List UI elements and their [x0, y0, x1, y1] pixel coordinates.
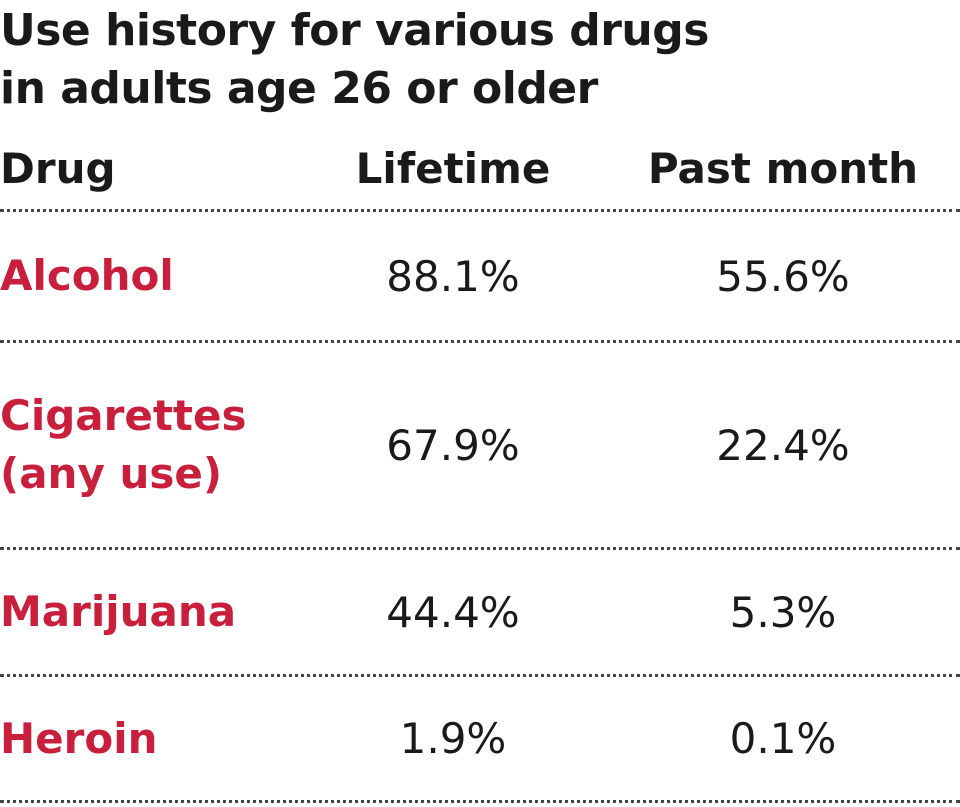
value-cell: 22.4% [716, 420, 850, 470]
title-line: in adults age 26 or older [0, 63, 598, 114]
title-line: Use history for various drugs [0, 5, 709, 56]
value-cell: 88.1% [386, 251, 520, 301]
table-header: Drug Lifetime Past month [0, 120, 960, 212]
table-row: Marijuana 44.4% 5.3% [0, 550, 960, 677]
drug-name: Alcohol [0, 251, 174, 300]
table-row: Heroin 1.9% 0.1% [0, 677, 960, 803]
value-cell: 67.9% [386, 420, 520, 470]
value-cell: 55.6% [716, 251, 850, 301]
title: Use history for various drugs in adults … [0, 0, 960, 120]
table-row: Alcohol 88.1% 55.6% [0, 212, 960, 343]
drug-name: Cigarettes (any use) [0, 391, 247, 498]
value-cell: 0.1% [729, 714, 837, 763]
value-cell: 44.4% [386, 587, 520, 637]
value-cell: 5.3% [729, 587, 837, 637]
header-cell: Lifetime [355, 144, 551, 193]
table-row: Cigarettes (any use) 67.9% 22.4% [0, 343, 960, 550]
value-cell: 1.9% [399, 714, 507, 763]
header-cell: Past month [647, 144, 919, 193]
table-body: Alcohol 88.1% 55.6% Cigarettes (any use) 67.… [0, 212, 960, 803]
drug-name: Heroin [0, 713, 158, 763]
drug-name: Marijuana [0, 587, 237, 636]
header-cell: Drug [0, 144, 116, 193]
